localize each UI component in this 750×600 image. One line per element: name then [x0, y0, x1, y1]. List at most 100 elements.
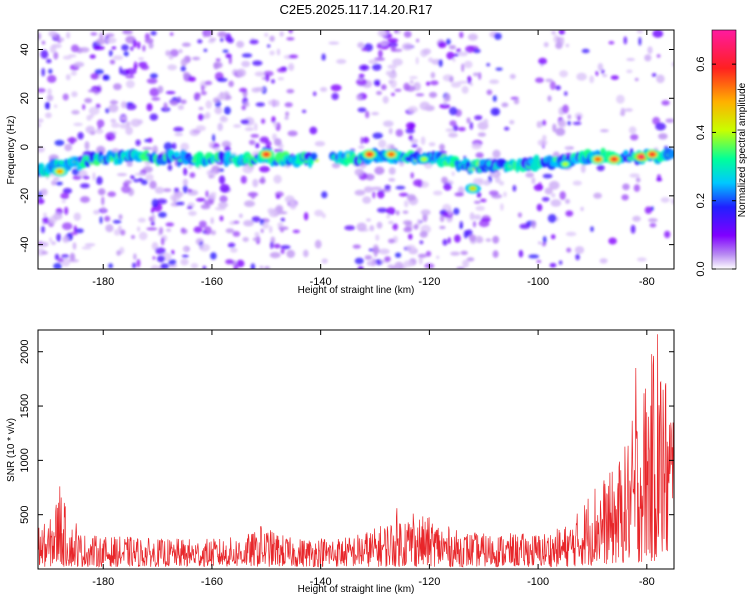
heatmap-cell [150, 221, 155, 226]
heatmap-cells [38, 30, 674, 269]
heatmap-cell [320, 87, 328, 92]
heatmap-cell [110, 118, 117, 123]
heatmap-cell [395, 252, 402, 258]
heatmap-cell [467, 33, 478, 41]
heatmap-cell [386, 214, 391, 219]
heatmap-cell [538, 182, 542, 189]
heatmap-cell [387, 64, 398, 70]
heatmap-cell [445, 128, 455, 133]
heatmap-cell [82, 175, 90, 180]
y-tick-label: 40 [19, 43, 31, 55]
heatmap-cell [541, 119, 547, 126]
heatmap-cell [456, 266, 465, 269]
heatmap-cell [566, 247, 572, 253]
heatmap-cell [280, 66, 288, 71]
heatmap-cell [420, 209, 431, 216]
heatmap-cell [225, 53, 232, 59]
heatmap-cell [286, 249, 296, 258]
heatmap-cell [403, 82, 410, 91]
heatmap-cell [210, 252, 217, 260]
heatmap-cell [215, 58, 221, 62]
x-tick-label: -160 [201, 576, 223, 588]
heatmap-cell [203, 48, 208, 53]
heatmap-cell [148, 42, 154, 49]
heatmap-cell [259, 265, 264, 269]
heatmap-cell [461, 63, 465, 72]
heatmap-cell [392, 58, 403, 66]
heatmap-cell [328, 41, 340, 45]
heatmap-cell [407, 106, 418, 113]
heatmap-cell [202, 30, 213, 37]
heatmap-cell [116, 250, 121, 256]
heatmap-cell [269, 50, 275, 56]
heatmap-cell [94, 69, 104, 75]
heatmap-cell [142, 45, 146, 52]
heatmap-cell [180, 142, 190, 151]
heatmap-cell [416, 38, 420, 43]
heatmap-cell [483, 118, 489, 125]
heatmap-cell [47, 88, 52, 96]
heatmap-cell [54, 253, 60, 261]
heatmap-cell [549, 81, 556, 90]
heatmap-cell [205, 190, 209, 198]
heatmap-cell [310, 152, 318, 161]
heatmap-cell [359, 64, 370, 71]
heatmap-cell [221, 140, 232, 148]
heatmap-cell [388, 178, 396, 182]
heatmap-cell [558, 260, 563, 265]
heatmap-cell [430, 80, 439, 86]
heatmap-cell [150, 207, 155, 214]
heatmap-cell [46, 94, 54, 102]
heatmap-x-ticks: -180 -160 -140 -120 -100 -80 [92, 30, 655, 288]
heatmap-cell [439, 143, 445, 151]
heatmap-cell [661, 100, 670, 106]
heatmap-cell [428, 142, 436, 147]
heatmap-cell [177, 104, 184, 110]
heatmap-cell [48, 31, 58, 37]
heatmap-cell [254, 87, 265, 92]
heatmap-cell [480, 198, 487, 203]
heatmap-cell [201, 84, 205, 92]
heatmap-cell [331, 162, 341, 169]
heatmap-cell [232, 231, 241, 237]
heatmap-cell [286, 89, 295, 94]
heatmap-cell [146, 78, 158, 84]
heatmap-cell [267, 44, 271, 48]
heatmap-cell [387, 264, 394, 269]
heatmap-cell [96, 119, 105, 128]
heatmap-cell [658, 133, 668, 140]
heatmap-cell [330, 84, 342, 92]
heatmap-cell [392, 223, 399, 231]
heatmap-cell [358, 73, 365, 79]
heatmap-cell [456, 48, 462, 53]
heatmap-cell [352, 244, 361, 249]
heatmap-cell [233, 264, 239, 269]
heatmap-cell [492, 235, 500, 244]
heatmap-cell [90, 73, 99, 80]
heatmap-cell [292, 229, 300, 234]
heatmap-cell [200, 91, 207, 96]
heatmap-cell [41, 67, 45, 77]
heatmap-cell [558, 30, 565, 35]
heatmap-cell [56, 233, 61, 242]
heatmap-cell [108, 263, 113, 269]
heatmap-cell [99, 32, 104, 40]
heatmap-cell [648, 218, 658, 223]
heatmap-cell [75, 228, 84, 234]
heatmap-cell [478, 72, 482, 80]
heatmap-cell [249, 39, 259, 45]
heatmap-cell [254, 71, 265, 77]
heatmap-cell [133, 61, 138, 71]
heatmap-cell [593, 192, 602, 199]
heatmap-cell [44, 102, 49, 110]
heatmap-cell [73, 61, 85, 68]
heatmap-cell [140, 64, 150, 70]
heatmap-cell [519, 223, 531, 229]
heatmap-cell [448, 45, 457, 50]
heatmap-cell [158, 227, 164, 235]
x-tick-label: -160 [201, 276, 223, 288]
heatmap-cell [536, 203, 543, 212]
heatmap-cell [148, 216, 153, 222]
heatmap-cell [665, 118, 674, 123]
heatmap-cell [101, 207, 106, 212]
